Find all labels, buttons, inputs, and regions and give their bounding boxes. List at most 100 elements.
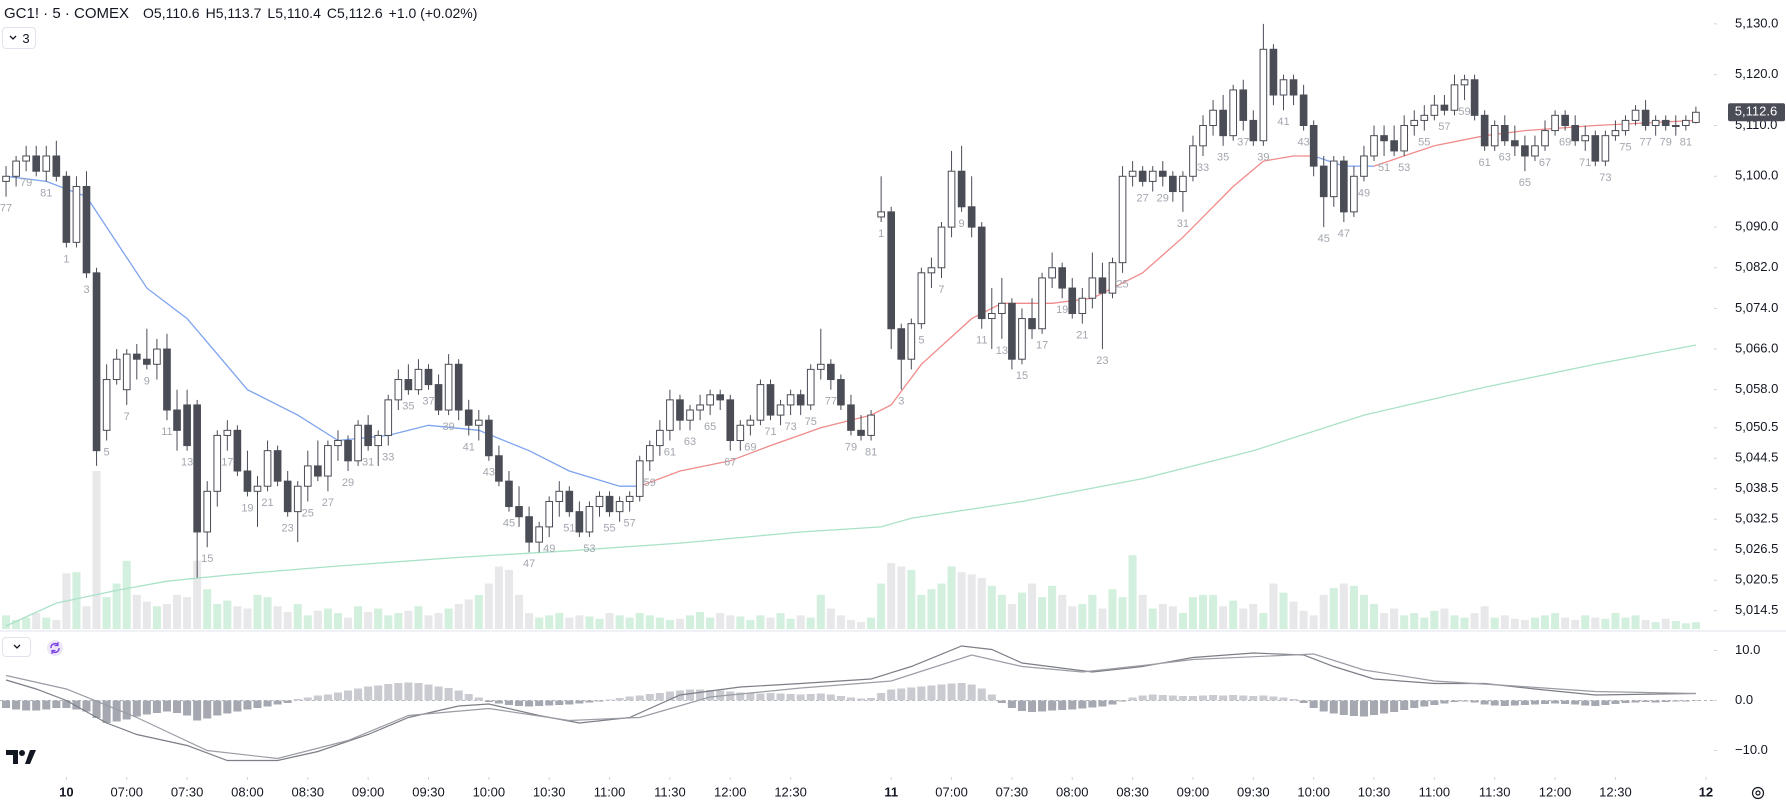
macd-histogram-bar	[696, 689, 705, 701]
volume-bar	[1470, 613, 1479, 629]
volume-bar	[726, 615, 735, 629]
macd-histogram-bar	[1540, 700, 1550, 704]
volume-bar	[525, 613, 534, 629]
volume-bar	[645, 615, 654, 629]
bar-number: 59	[644, 477, 656, 489]
volume-bar	[786, 618, 795, 629]
volume-bar	[796, 615, 805, 629]
candle-body	[716, 394, 725, 401]
macd-histogram-bar	[1470, 700, 1479, 703]
refresh-icon[interactable]	[45, 638, 65, 658]
volume-bar	[736, 616, 745, 629]
indicators-toggle[interactable]: 3	[2, 27, 36, 49]
macd-histogram-bar	[796, 694, 805, 701]
candle-body	[1621, 119, 1630, 132]
macd-histogram-bar	[263, 700, 272, 707]
volume-bar	[1540, 615, 1550, 629]
macd-histogram-bar	[1420, 700, 1429, 707]
candle-body	[82, 185, 91, 274]
volume-bar	[162, 603, 171, 629]
candle-body	[1490, 124, 1499, 147]
x-tick-label: 10:00	[1297, 784, 1330, 799]
bar-number: 27	[1137, 192, 1149, 204]
bar-number: 79	[845, 441, 857, 453]
volume-bar	[354, 606, 363, 629]
macd-histogram-bar	[1400, 700, 1409, 710]
volume-bar	[766, 617, 775, 629]
candle-body	[263, 450, 272, 487]
bar-number: 23	[1096, 355, 1108, 367]
candle-body	[837, 379, 845, 406]
macd-histogram-bar	[333, 692, 342, 701]
volume-bar	[555, 613, 564, 629]
bar-number: 67	[1539, 157, 1551, 169]
macd-histogram-bar	[1128, 697, 1137, 701]
volume-bar	[374, 608, 383, 629]
volume-bar	[1450, 615, 1459, 629]
macd-histogram-bar	[1460, 700, 1469, 702]
volume-bar	[857, 622, 866, 629]
tradingview-logo	[6, 750, 36, 764]
candle-body	[1199, 124, 1207, 147]
pane-collapse[interactable]	[2, 637, 31, 657]
macd-histogram-bar	[746, 693, 755, 701]
volume-bar	[957, 572, 966, 629]
bar-number: 17	[1036, 340, 1048, 352]
candle-body	[595, 495, 604, 508]
candle-body	[22, 155, 30, 162]
candle-body	[112, 358, 121, 381]
volume-bar	[293, 603, 302, 629]
candle-body	[444, 363, 453, 411]
candle-body	[92, 272, 101, 452]
candle-body	[766, 384, 775, 416]
candle-body	[776, 404, 785, 416]
bar-number: 13	[181, 457, 193, 469]
volume-bar	[1380, 613, 1389, 629]
volume-bar	[1611, 613, 1620, 629]
macd-histogram-bar	[72, 700, 81, 710]
volume-bar	[585, 616, 594, 629]
candle-body	[635, 460, 644, 497]
y-tick-label: 5,032.5	[1735, 511, 1778, 526]
bar-number: 31	[1177, 218, 1189, 230]
candle-body	[12, 160, 20, 177]
volume-bar	[1561, 617, 1570, 629]
candle-body	[726, 399, 735, 442]
volume-bar	[575, 615, 584, 629]
volume-bar	[474, 594, 483, 629]
settings-icon[interactable]	[1750, 785, 1766, 801]
volume-bar	[1168, 606, 1177, 629]
x-tick-label: 07:30	[996, 784, 1029, 799]
candle-body	[1078, 297, 1087, 314]
volume-bar	[1621, 617, 1630, 629]
macd-histogram-bar	[1239, 695, 1248, 701]
candle-body	[1098, 277, 1107, 294]
candle-body	[1420, 114, 1429, 121]
macd-histogram-bar	[857, 698, 866, 701]
candle-body	[696, 404, 704, 411]
change: +1.0 (+0.02%)	[388, 5, 478, 21]
bar-number: 41	[1277, 116, 1289, 128]
volume-bar	[1591, 617, 1600, 629]
volume-bar	[655, 617, 664, 629]
candle-body	[816, 363, 825, 370]
candle-body	[314, 465, 322, 477]
x-tick-label: 09:30	[1237, 784, 1270, 799]
candle-body	[917, 272, 926, 325]
bar-number: 47	[523, 558, 535, 570]
candle-body	[706, 394, 714, 406]
macd-histogram-bar	[464, 694, 473, 701]
bar-number: 37	[1237, 136, 1249, 148]
symbol[interactable]: GC1! · 5 · COMEX	[4, 5, 130, 22]
macd-histogram-bar	[766, 693, 775, 701]
volume-bar	[615, 615, 624, 629]
macd-histogram-bar	[82, 700, 91, 712]
bar-number: 7	[124, 411, 130, 423]
macd-histogram-bar	[635, 695, 644, 701]
macd-histogram-bar	[283, 700, 292, 703]
macd-histogram-bar	[826, 694, 835, 701]
volume-bar	[344, 617, 353, 629]
macd-histogram-bar	[1319, 700, 1328, 712]
candle-body	[615, 500, 624, 513]
